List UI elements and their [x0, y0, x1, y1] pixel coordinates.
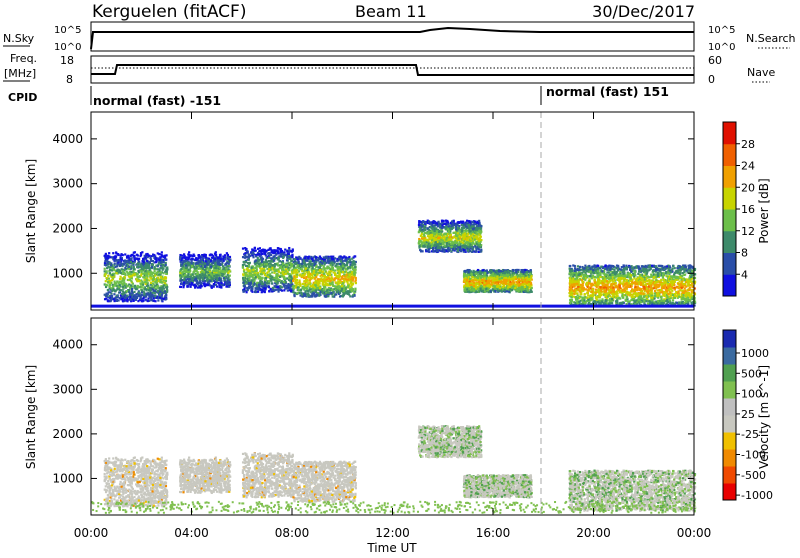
- nsky-trace: [91, 28, 694, 49]
- y-tick-label: 1000: [52, 471, 83, 485]
- nave-label: Nave: [747, 66, 775, 79]
- colorbar-swatch: [723, 274, 736, 296]
- power-colorbar: 4 8 12 16 20 24 28: [723, 122, 755, 297]
- x-tick-label: 20:00: [576, 526, 611, 540]
- velocity-colorbar-label: Velocity [m s^-1]: [757, 365, 771, 469]
- cpid-mode-1: normal (fast) -151: [93, 93, 221, 108]
- colorbar-tick-label: 28: [741, 138, 755, 151]
- colorbar-swatch: [723, 231, 736, 253]
- colorbar-swatch: [723, 330, 736, 348]
- colorbar-tick-label: 8: [741, 247, 748, 260]
- power-ylabel: Slant Range [km]: [24, 159, 38, 263]
- freq-unit: [MHz]: [4, 67, 36, 80]
- velocity-scatter-region: [179, 456, 231, 494]
- date-label: 30/Dec/2017: [592, 2, 695, 21]
- freq-strip: Freq. [MHz] 18 8 60 0 Nave: [3, 52, 775, 86]
- x-axis-label: Time UT: [366, 541, 417, 554]
- power-colorbar-label: Power [dB]: [757, 178, 771, 243]
- freq-trace: [91, 65, 694, 75]
- x-tick-label: 00:00: [677, 526, 712, 540]
- y-tick-label: 1000: [52, 266, 83, 280]
- colorbar-tick-label: 16: [741, 203, 755, 216]
- time-axis: 00:00 04:00 08:00 12:00 16:00 20:00 00:00: [74, 112, 712, 540]
- power-scatter-region: [242, 247, 294, 294]
- nsky-tick-bottom: 10^0: [54, 42, 81, 53]
- colorbar-swatch: [723, 166, 736, 188]
- colorbar-swatch: [723, 381, 736, 399]
- colorbar-swatch: [723, 432, 736, 450]
- nsearch-label: N.Search: [746, 32, 796, 45]
- colorbar-tick-label: 24: [741, 160, 755, 173]
- power-scatter-region: [463, 269, 533, 294]
- y-tick-label: 3000: [52, 382, 83, 396]
- velocity-ylabel: Slant Range [km]: [24, 365, 38, 469]
- power-scatter-region: [418, 220, 483, 254]
- colorbar-swatch: [723, 187, 736, 209]
- nave-tick-bottom: 0: [708, 73, 715, 86]
- cpid-label: CPID: [8, 91, 37, 104]
- nave-tick-top: 60: [708, 54, 722, 67]
- cpid-strip: CPID normal (fast) -151 normal (fast) 15…: [8, 84, 669, 108]
- velocity-scatter-region: [104, 456, 169, 507]
- velocity-scatter-region: [292, 461, 357, 503]
- freq-tick-top: 18: [60, 54, 74, 67]
- velocity-scatter-region: [242, 452, 294, 498]
- power-scatter-region: [568, 264, 696, 307]
- colorbar-swatch: [723, 209, 736, 231]
- colorbar-swatch: [723, 122, 736, 144]
- x-tick-label: 04:00: [174, 526, 209, 540]
- y-tick-label: 4000: [52, 338, 83, 352]
- power-panel: 1000 2000 3000 4000 Slant Range [km] 4 8 12 16…: [24, 112, 771, 310]
- velocity-scatter-region: [463, 474, 533, 498]
- freq-label: Freq.: [10, 52, 37, 65]
- velocity-scatter-region: [418, 425, 483, 458]
- nsky-strip: N.Sky 10^5 10^0 10^5 10^0 N.Search: [3, 22, 796, 53]
- y-tick-label: 4000: [52, 132, 83, 146]
- colorbar-swatch: [723, 364, 736, 382]
- y-tick-label: 2000: [52, 221, 83, 235]
- power-scatter-region: [104, 251, 169, 302]
- colorbar-swatch: [723, 466, 736, 484]
- velocity-scatter: [91, 425, 696, 514]
- colorbar-swatch: [723, 398, 736, 416]
- nsearch-tick-bottom: 10^0: [708, 42, 735, 53]
- colorbar-swatch: [723, 415, 736, 433]
- colorbar-tick-label: 1000: [741, 347, 769, 360]
- colorbar-tick-label: 4: [741, 268, 748, 281]
- colorbar-tick-label: 25: [741, 408, 755, 421]
- x-tick-label: 16:00: [476, 526, 511, 540]
- beam-label: Beam 11: [355, 2, 427, 21]
- colorbar-swatch: [723, 347, 736, 365]
- velocity-colorbar-label-text: Velocity [m s^-1]: [757, 365, 771, 469]
- freq-tick-bottom: 8: [66, 73, 73, 86]
- x-tick-label: 08:00: [275, 526, 310, 540]
- power-scatter-region: [179, 251, 231, 289]
- colorbar-tick-label: 12: [741, 225, 755, 238]
- x-tick-label: 12:00: [375, 526, 410, 540]
- x-tick-label: 00:00: [74, 526, 109, 540]
- colorbar-swatch: [723, 483, 736, 501]
- power-scatter-region: [292, 255, 357, 298]
- station-title: Kerguelen (fitACF): [92, 2, 246, 22]
- nsky-tick-top: 10^5: [54, 25, 81, 36]
- nsky-label: N.Sky: [3, 32, 35, 45]
- y-tick-label: 3000: [52, 177, 83, 191]
- nsearch-tick-top: 10^5: [708, 25, 735, 36]
- cpid-mode-2: normal (fast) 151: [546, 84, 669, 99]
- colorbar-tick-label: -500: [741, 469, 766, 482]
- power-scatter: [91, 220, 696, 308]
- colorbar-tick-label: 20: [741, 181, 755, 194]
- y-tick-label: 2000: [52, 427, 83, 441]
- colorbar-swatch: [723, 253, 736, 275]
- colorbar-swatch: [723, 144, 736, 166]
- colorbar-swatch: [723, 449, 736, 467]
- colorbar-tick-label: -1000: [741, 489, 773, 502]
